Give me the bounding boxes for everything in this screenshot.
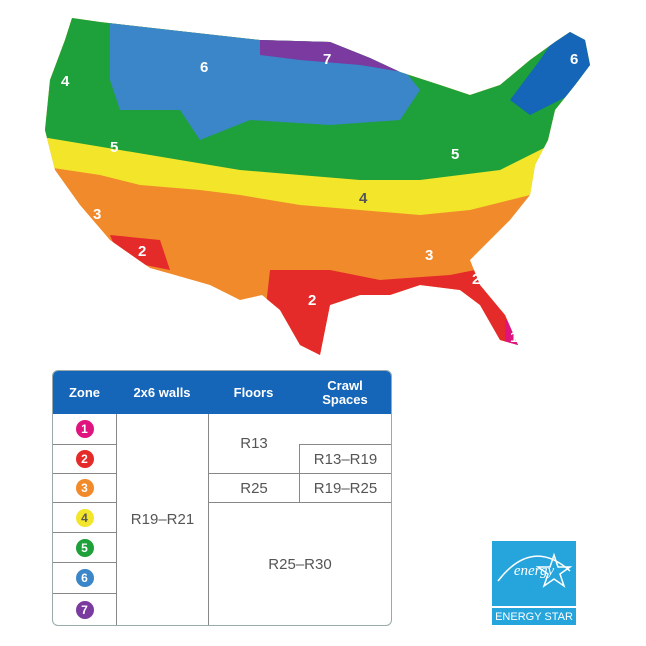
crawl-z2-value: R13–R19 — [299, 444, 391, 473]
zone-label: 2 — [472, 271, 480, 288]
floors-z1-2-value: R13 — [208, 414, 299, 473]
climate-zone-map: 6 7 6 4 5 5 4 3 3 2 2 2 1 — [45, 18, 590, 355]
zone-label: 6 — [570, 51, 578, 68]
zone-1-badge: 1 — [75, 420, 94, 438]
zone-label: 7 — [323, 51, 331, 68]
zone-label: 1 — [510, 329, 518, 346]
zone-cell: 6 — [53, 562, 116, 593]
zone-6-region-east — [510, 30, 590, 115]
zone-3-badge: 3 — [75, 479, 94, 497]
zone-label: 2 — [138, 243, 146, 260]
zone-cell: 2 — [53, 444, 116, 473]
floors-z3-value: R25 — [208, 473, 299, 502]
zone-cell: 5 — [53, 532, 116, 562]
zone-cell: 3 — [53, 473, 116, 502]
energy-star-label: ENERGY STAR — [492, 606, 576, 625]
header-floors: Floors — [208, 371, 299, 414]
walls-value: R19–R21 — [116, 414, 208, 625]
zone-labels: 6 7 6 4 5 5 4 3 3 2 2 2 1 — [61, 51, 578, 346]
zone-cell: 4 — [53, 502, 116, 532]
zone-label: 2 — [308, 292, 316, 309]
zone-cell: 1 — [53, 414, 116, 444]
zone-label: 4 — [359, 190, 368, 207]
header-zone: Zone — [53, 371, 116, 414]
crawl-z3-value: R19–R25 — [299, 473, 391, 502]
floors-crawl-z4-7-value: R25–R30 — [208, 502, 391, 625]
header-walls: 2x6 walls — [116, 371, 208, 414]
zone-2-southwest — [110, 235, 170, 270]
zone-label: 5 — [451, 146, 459, 163]
zone-cell: 7 — [53, 593, 116, 625]
zone-5-badge: 5 — [75, 538, 94, 557]
energy-script: energy — [513, 563, 555, 579]
zone-2-region — [260, 265, 530, 355]
header-crawl: Crawl Spaces — [299, 371, 391, 414]
insulation-table: Zone 2x6 walls Floors Crawl Spaces 1 2 3… — [52, 370, 392, 626]
zone-4-badge: 4 — [75, 508, 94, 527]
zone-label: 4 — [61, 73, 70, 90]
zone-label: 6 — [200, 59, 208, 76]
zone-7-badge: 7 — [75, 600, 94, 619]
zone-label: 5 — [110, 139, 118, 156]
energy-star-logo: energy ENERGY STAR — [492, 541, 576, 625]
zone-label: 3 — [425, 247, 433, 264]
zone-label: 3 — [93, 206, 101, 223]
star-icon — [497, 552, 573, 588]
zone-2-badge: 2 — [75, 450, 94, 468]
zone-6-badge: 6 — [75, 569, 94, 587]
